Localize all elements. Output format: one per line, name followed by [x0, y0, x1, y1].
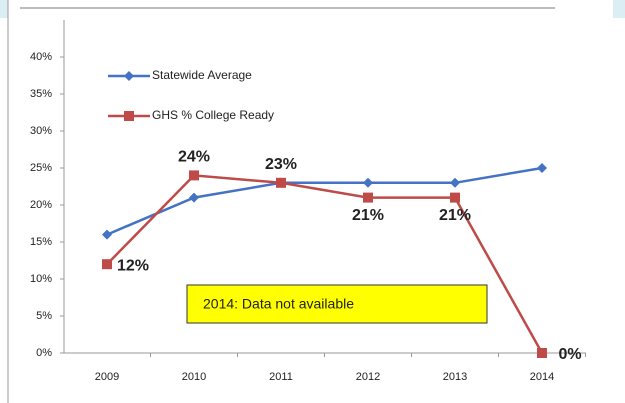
y-tick-label: 35% — [30, 88, 52, 100]
y-tick-label: 25% — [30, 162, 52, 174]
point — [102, 229, 112, 240]
point — [189, 192, 199, 203]
x-tick-label: 2010 — [182, 371, 206, 383]
annotation: 2014: Data not available — [203, 296, 354, 312]
y-tick-label: 15% — [30, 236, 52, 248]
series-line — [106, 174, 544, 354]
legend-label: GHS % College Ready — [152, 108, 274, 122]
y-tick-label: 40% — [30, 51, 52, 63]
x-tick-label: 2014 — [530, 371, 554, 383]
annotation-box — [186, 284, 488, 324]
value-label: 24% — [178, 149, 210, 166]
series-line — [106, 166, 543, 236]
legend-label: Statewide Average — [152, 68, 252, 82]
x-tick-label: 2009 — [95, 371, 119, 383]
point — [450, 177, 460, 188]
x-tick-label: 2012 — [356, 371, 380, 383]
value-label: 0% — [558, 346, 581, 363]
point — [537, 163, 547, 173]
point — [276, 177, 286, 188]
point — [363, 192, 373, 203]
point — [102, 259, 112, 270]
x-tick-label: 2013 — [443, 371, 467, 383]
point — [363, 177, 373, 188]
value-label: 12% — [117, 257, 149, 274]
point — [450, 192, 460, 203]
value-label: 21% — [352, 207, 384, 224]
y-tick-label: 20% — [30, 199, 52, 211]
y-tick-label: 0% — [36, 347, 52, 359]
point — [537, 348, 547, 358]
y-tick-label: 5% — [36, 310, 52, 322]
point — [189, 170, 199, 181]
x-tick-label: 2011 — [269, 371, 293, 383]
legend-marker — [124, 111, 134, 121]
header-panel — [8, 0, 613, 18]
value-label: 21% — [439, 207, 471, 224]
value-label: 23% — [265, 156, 297, 173]
y-tick-label: 30% — [30, 125, 52, 137]
legend-marker — [124, 71, 134, 81]
y-tick-label: 10% — [30, 273, 52, 285]
